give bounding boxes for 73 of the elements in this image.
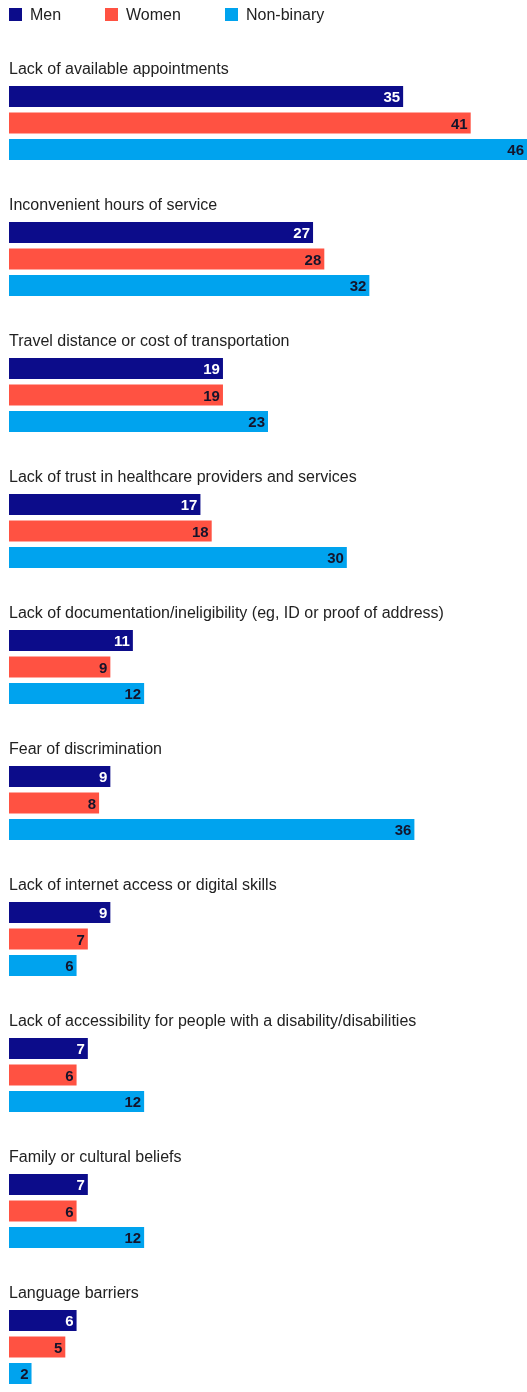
data-label: 17 — [180, 496, 198, 513]
legend-label: Non-binary — [246, 6, 325, 23]
bar — [9, 1363, 32, 1384]
data-label: 19 — [203, 386, 220, 404]
bar — [9, 1227, 145, 1248]
data-label: 11 — [114, 632, 130, 649]
bar — [9, 1310, 77, 1331]
bar — [9, 955, 77, 976]
y-tick-label: Language barriers — [9, 1284, 139, 1301]
data-label: 28 — [304, 250, 322, 268]
data-label: 35 — [383, 88, 401, 105]
bar — [9, 928, 88, 950]
data-label: 32 — [349, 277, 367, 294]
bar — [9, 630, 133, 651]
bar — [9, 1038, 88, 1059]
bar — [9, 656, 111, 678]
bar — [9, 86, 404, 107]
data-label: 12 — [124, 1229, 142, 1246]
y-tick-label: Lack of internet access or digital skills — [9, 876, 277, 893]
data-label: 12 — [124, 685, 142, 702]
bar — [9, 139, 527, 160]
data-label: 2 — [20, 1365, 29, 1382]
data-label: 5 — [53, 1338, 63, 1356]
data-label: 27 — [293, 224, 311, 241]
legend-label: Men — [30, 6, 62, 23]
y-tick-label: Inconvenient hours of service — [9, 196, 218, 213]
data-label: 6 — [65, 957, 74, 974]
y-tick-label: Family or cultural beliefs — [9, 1148, 182, 1165]
data-label: 41 — [451, 114, 468, 132]
data-label: 12 — [124, 1093, 142, 1110]
y-tick-label: Fear of discrimination — [9, 740, 162, 757]
bar — [9, 1174, 88, 1195]
y-tick-label: Lack of documentation/ineligibility (eg, ID or proof of address) — [9, 604, 444, 621]
data-label: 23 — [248, 413, 265, 430]
bar — [9, 494, 201, 515]
bar — [9, 520, 212, 542]
bar — [9, 411, 268, 432]
bar — [9, 222, 314, 243]
data-label: 18 — [192, 522, 209, 540]
bar — [9, 1091, 145, 1112]
y-tick-label: Lack of trust in healthcare providers and services — [9, 468, 357, 485]
bar — [9, 112, 471, 134]
bar — [9, 1200, 77, 1222]
data-label: 7 — [76, 1040, 85, 1057]
data-label: 30 — [327, 549, 344, 566]
bar — [9, 275, 370, 296]
bar — [9, 248, 325, 270]
data-label: 7 — [76, 1176, 85, 1193]
bar — [9, 902, 111, 923]
bar — [9, 384, 223, 406]
data-label: 46 — [507, 141, 524, 158]
data-label: 6 — [65, 1312, 74, 1329]
legend-label: Women — [126, 6, 181, 23]
bar — [9, 792, 100, 814]
y-tick-label: Travel distance or cost of transportation — [9, 332, 290, 349]
y-tick-label: Lack of available appointments — [9, 60, 229, 77]
bar — [9, 766, 111, 787]
y-tick-label: Lack of accessibility for people with a disability/disabilities — [9, 1012, 417, 1029]
data-label: 19 — [203, 360, 220, 377]
data-label: 9 — [99, 658, 108, 676]
data-label: 6 — [65, 1202, 74, 1220]
bar — [9, 358, 223, 379]
data-label: 9 — [99, 904, 108, 921]
data-label: 9 — [99, 768, 108, 785]
bar — [9, 1336, 66, 1358]
bar — [9, 547, 347, 568]
bar — [9, 1064, 77, 1086]
data-label: 6 — [65, 1066, 74, 1084]
bar — [9, 683, 145, 704]
bar — [9, 819, 415, 840]
data-label: 7 — [76, 930, 85, 948]
data-label: 8 — [87, 794, 97, 812]
data-label: 36 — [394, 821, 412, 838]
